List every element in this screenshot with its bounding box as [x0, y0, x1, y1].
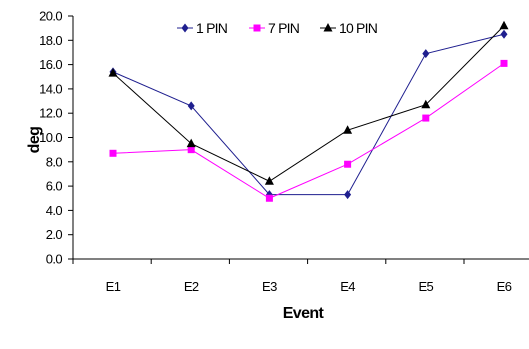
data-point [265, 194, 273, 202]
y-tick-label: 8.0 [46, 154, 63, 169]
series-line [112, 25, 505, 182]
chart-series [108, 20, 509, 202]
y-axis-title: deg [26, 127, 43, 154]
legend-item: 10 PIN [320, 20, 378, 36]
data-point [422, 49, 430, 59]
x-tick-label: E1 [106, 279, 121, 294]
legend-item: 1 PIN [177, 20, 228, 36]
data-point [499, 20, 509, 30]
legend-marker [323, 23, 333, 32]
x-tick-label: E6 [497, 279, 512, 294]
legend-label: 7 PIN [268, 20, 299, 36]
x-tick-label: E3 [262, 279, 277, 294]
y-tick-label: 2.0 [46, 227, 63, 242]
data-point [109, 149, 117, 157]
y-tick-label: 14.0 [39, 81, 62, 96]
y-tick-label: 10.0 [39, 130, 62, 145]
legend-marker [253, 24, 261, 32]
x-axis-title: Event [283, 305, 325, 322]
x-tick-label: E2 [184, 279, 199, 294]
legend-label: 10 PIN [339, 20, 377, 36]
y-tick-label: 16.0 [39, 57, 62, 72]
data-point [187, 146, 195, 154]
x-axis-ticks: E1 E2 E3 E4 E5 E6 [72, 259, 512, 294]
data-point [344, 160, 352, 168]
data-point [422, 114, 430, 122]
y-tick-label: 4.0 [46, 203, 63, 218]
data-point [264, 176, 274, 185]
chart-legend: 1 PIN 7 PIN 10 PIN [177, 20, 378, 36]
x-tick-label: E4 [340, 279, 355, 294]
y-tick-label: 18.0 [39, 33, 62, 48]
legend-label: 1 PIN [196, 20, 227, 36]
data-point [186, 138, 196, 148]
x-tick-label: E5 [418, 279, 433, 294]
series-10-pin [108, 20, 509, 185]
y-tick-label: 0.0 [46, 252, 63, 267]
data-point [343, 125, 353, 134]
y-tick-label: 12.0 [39, 106, 62, 121]
data-point [108, 68, 118, 77]
series-line [112, 62, 505, 199]
legend-item: 7 PIN [249, 20, 300, 36]
series-7-pin [109, 59, 508, 202]
data-point [500, 29, 508, 39]
series-1-pin [109, 29, 508, 200]
data-point [500, 59, 508, 67]
y-tick-label: 6.0 [46, 179, 63, 194]
y-axis-ticks: 0.0 2.0 4.0 6.0 8.0 10.0 12.0 14.0 16.0 18.0 20.0 [39, 9, 73, 267]
data-point [187, 101, 195, 111]
series-line [112, 33, 505, 196]
data-point [421, 99, 431, 109]
legend-marker [181, 23, 189, 33]
y-tick-label: 20.0 [39, 9, 62, 24]
data-point [344, 190, 352, 200]
chart-axes [72, 16, 529, 260]
